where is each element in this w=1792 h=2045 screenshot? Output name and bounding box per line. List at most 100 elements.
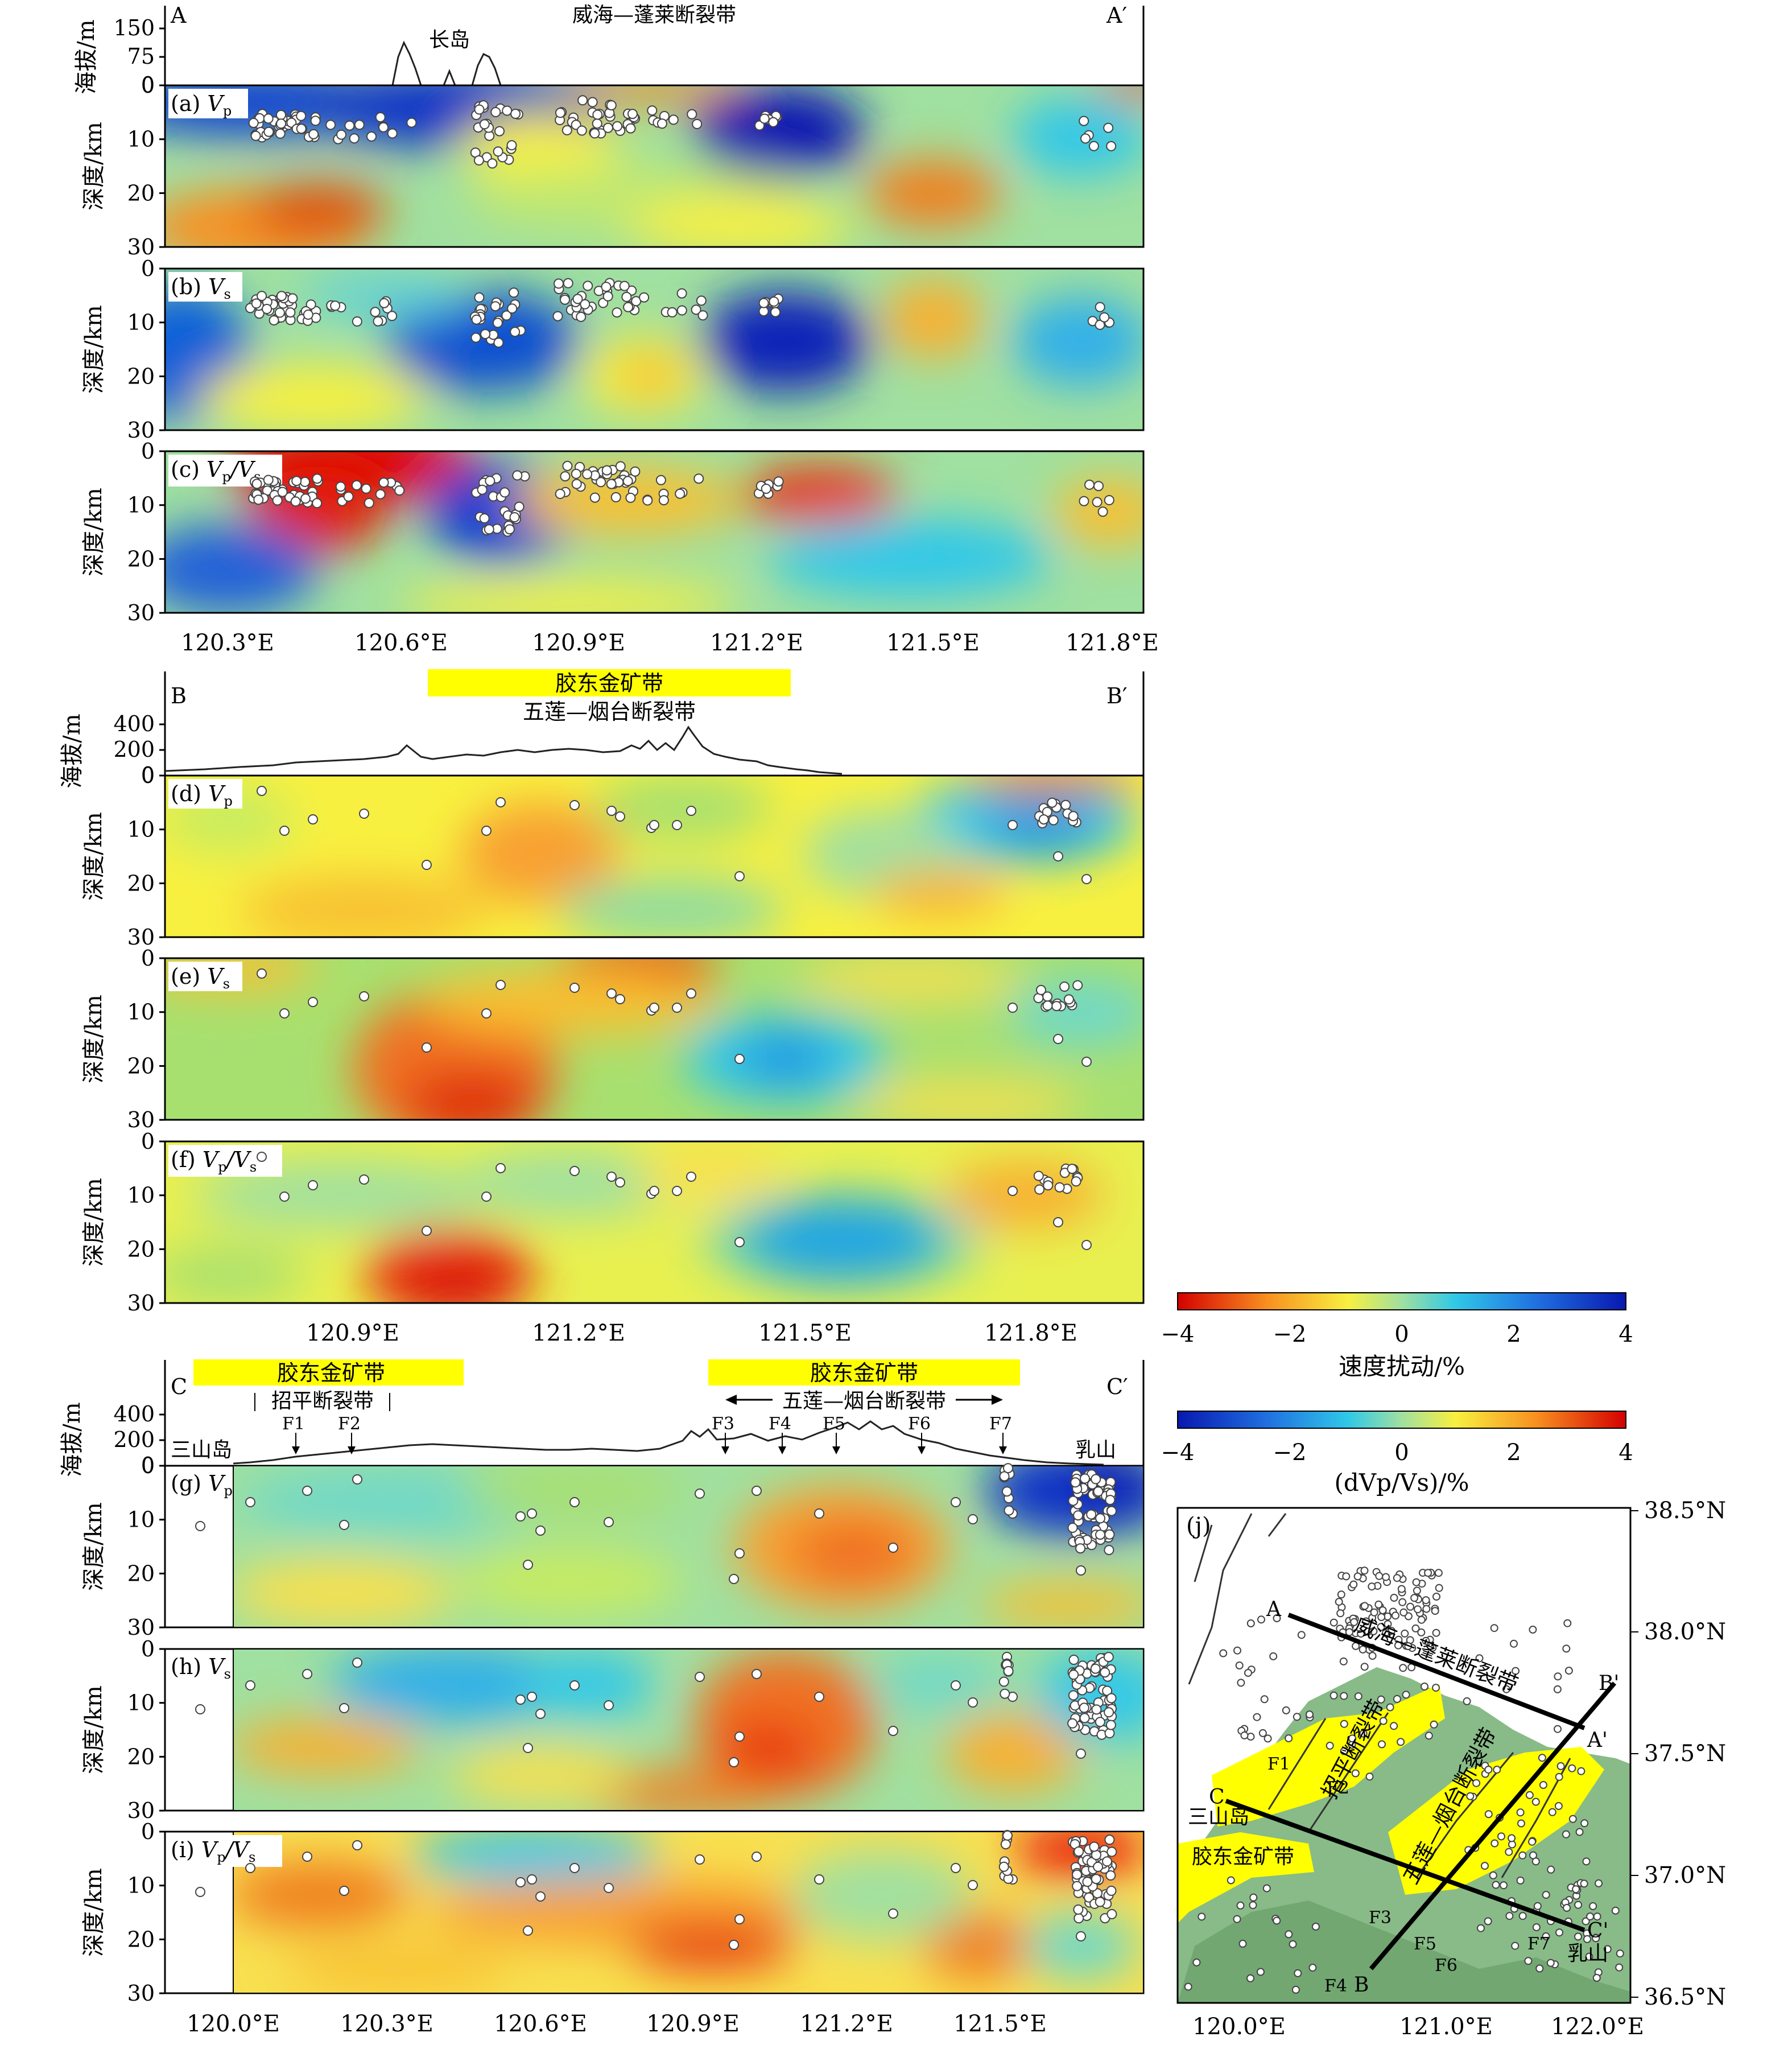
earthquake-marker (1260, 1695, 1269, 1704)
earthquake-marker (370, 307, 381, 318)
section-c-belt-bar-right (708, 1359, 1020, 1386)
earthquake-marker (569, 1863, 580, 1873)
section-b-fault-title: 五莲—烟台断裂带 (523, 699, 696, 724)
earthquake-marker (1484, 1766, 1493, 1774)
earthquake-marker (1411, 1624, 1420, 1632)
earthquake-marker (496, 797, 506, 807)
earthquake-marker (349, 133, 360, 144)
colorbar-velocity: −4 −2 0 2 4 速度扰动/% (1161, 1292, 1633, 1380)
earthquake-marker (1349, 1580, 1358, 1589)
earthquake-marker (606, 479, 617, 489)
earthquake-marker (1539, 1781, 1547, 1789)
earthquake-marker (1198, 1912, 1206, 1921)
earthquake-marker (1535, 1964, 1544, 1973)
earthquake-marker (351, 480, 362, 490)
earthquake-marker (1603, 1945, 1612, 1953)
depth-tick: 10 (127, 127, 155, 152)
earthquake-marker (312, 498, 323, 509)
earthquake-marker (621, 291, 632, 302)
earthquake-marker (250, 130, 261, 141)
earthquake-marker (695, 1854, 705, 1865)
earthquake-marker (378, 477, 389, 488)
depth-tick: 30 (127, 1615, 155, 1640)
earthquake-marker (1426, 1642, 1435, 1650)
earthquake-marker (1432, 1628, 1440, 1637)
earthquake-marker (555, 108, 565, 118)
earthquake-marker (1374, 1600, 1383, 1609)
earthquake-marker (378, 122, 389, 133)
earthquake-marker (1293, 1713, 1301, 1721)
earthquake-marker (1564, 1667, 1573, 1675)
earthquake-marker (888, 1726, 898, 1736)
earthquake-marker (1063, 994, 1074, 1005)
earthquake-marker (576, 125, 587, 136)
earthquake-marker (1084, 479, 1095, 490)
earthquake-marker (612, 121, 623, 131)
earthquake-marker (474, 104, 485, 115)
earthquake-marker (387, 311, 398, 321)
earthquake-marker (481, 1008, 492, 1019)
earthquake-marker (1097, 506, 1108, 517)
map-j-letter: (j) (1186, 1513, 1211, 1539)
earthquake-marker (285, 307, 296, 318)
colorbar-ratio-scale (1177, 1411, 1626, 1429)
earthquake-marker (1326, 1742, 1334, 1750)
earthquake-marker (510, 327, 521, 337)
section-c-elevation: 400 200 0 海拔/m (59, 1360, 1145, 1478)
earthquake-marker (296, 110, 307, 121)
earthquake-marker (1435, 1584, 1443, 1592)
earthquake-marker (1592, 1974, 1601, 1982)
earthquake-marker (352, 1474, 362, 1485)
earthquake-marker (1384, 1620, 1392, 1628)
earthquake-marker (1068, 1690, 1079, 1701)
earthquake-marker (484, 524, 494, 535)
earthquake-marker (1359, 1645, 1367, 1654)
earthquake-marker (888, 1543, 898, 1553)
section-c-elevation-profile (233, 1420, 1104, 1466)
earthquake-marker (302, 1669, 312, 1679)
depth-tick: 10 (127, 817, 155, 842)
earthquake-marker (339, 1886, 349, 1896)
earthquake-marker (569, 983, 580, 993)
earthquake-marker (1090, 1663, 1101, 1674)
earthquake-marker (1616, 1949, 1624, 1958)
earthquake-marker (308, 129, 319, 139)
earthquake-marker (1489, 1871, 1497, 1879)
map-f4: F4 (1324, 1976, 1347, 1996)
earthquake-marker (291, 476, 302, 486)
earthquake-marker (1532, 1923, 1541, 1932)
fault-label: F1 (282, 1414, 305, 1434)
earthquake-marker (359, 809, 369, 819)
earthquake-marker (1505, 1912, 1514, 1920)
earthquake-marker (303, 310, 313, 320)
earthquake-marker (769, 296, 779, 307)
earthquake-marker (1518, 1912, 1527, 1920)
earthquake-marker (1093, 481, 1104, 492)
earthquake-marker (1414, 1605, 1422, 1614)
earthquake-marker (535, 1709, 546, 1719)
earthquake-marker (277, 486, 288, 497)
earthquake-marker (604, 1883, 614, 1893)
earthquake-marker (1076, 1749, 1086, 1759)
map-fault-7 (1267, 1513, 1287, 1537)
earthquake-marker (515, 1877, 526, 1887)
earthquake-marker (1401, 1629, 1409, 1638)
map-lat-380: 38.0°N (1644, 1619, 1726, 1645)
earthquake-marker (1042, 1000, 1053, 1011)
x-tick-a-1209: 120.9°E (532, 630, 625, 656)
earthquake-marker (1253, 1713, 1261, 1721)
earthquake-marker (1528, 1837, 1537, 1846)
earthquake-marker (1548, 1808, 1556, 1816)
earthquake-marker (312, 473, 323, 484)
earthquake-marker (656, 118, 667, 129)
earthquake-marker (1093, 1861, 1104, 1872)
earthquake-marker (576, 311, 587, 322)
earthquake-marker (269, 315, 279, 325)
earthquake-marker (1095, 1717, 1105, 1727)
earthquake-marker (1592, 1934, 1600, 1943)
earthquake-marker (734, 1548, 745, 1559)
depth-axis-label: 深度/km (81, 995, 107, 1083)
earthquake-marker (1413, 1586, 1421, 1595)
depth-axis-label: 深度/km (81, 122, 107, 211)
earthquake-marker (602, 122, 613, 133)
